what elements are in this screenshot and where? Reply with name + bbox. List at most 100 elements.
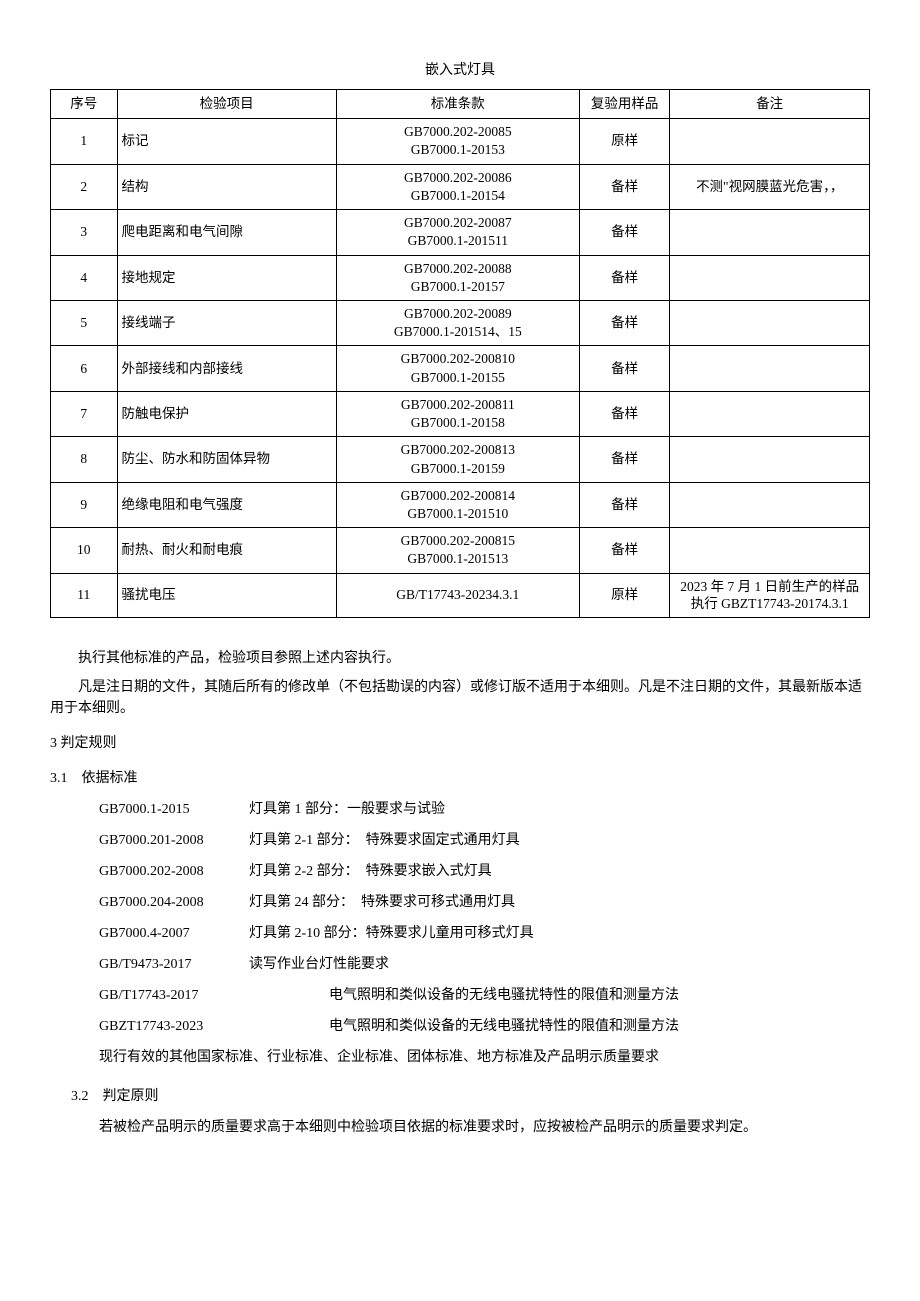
table-cell: 标记: [117, 119, 336, 164]
table-row: 7防触电保护GB7000.202-200811GB7000.1-20158备样: [51, 391, 870, 436]
standard-row: GB7000.201-2008灯具第 2-1 部分： 特殊要求固定式通用灯具: [99, 830, 870, 851]
table-row: 4接地规定GB7000.202-20088GB7000.1-20157备样: [51, 255, 870, 300]
table-cell: GB7000.202-20087GB7000.1-201511: [336, 210, 579, 255]
table-cell: 备样: [579, 482, 670, 527]
table-cell: 8: [51, 437, 118, 482]
table-cell: GB7000.202-20088GB7000.1-20157: [336, 255, 579, 300]
table-row: 8防尘、防水和防固体异物GB7000.202-200813GB7000.1-20…: [51, 437, 870, 482]
standard-row: GB/T9473-2017读写作业台灯性能要求: [99, 954, 870, 975]
table-cell: [670, 437, 870, 482]
table-cell: GB7000.202-200811GB7000.1-20158: [336, 391, 579, 436]
table-cell: [670, 255, 870, 300]
table-row: 11骚扰电压GB/T17743-20234.3.1原样2023 年 7 月 1 …: [51, 573, 870, 617]
table-cell: 备样: [579, 437, 670, 482]
table-cell: 6: [51, 346, 118, 391]
standard-desc: 读写作业台灯性能要求: [249, 954, 870, 975]
section-heading-3-2: 3.2 判定原则: [71, 1086, 870, 1107]
table-cell: GB7000.202-20089GB7000.1-201514、15: [336, 301, 579, 346]
standard-row: GBZT17743-2023电气照明和类似设备的无线电骚扰特性的限值和测量方法: [99, 1016, 870, 1037]
table-cell: GB7000.202-200814GB7000.1-201510: [336, 482, 579, 527]
table-row: 6外部接线和内部接线GB7000.202-200810GB7000.1-2015…: [51, 346, 870, 391]
table-row: 1标记GB7000.202-20085GB7000.1-20153原样: [51, 119, 870, 164]
standard-desc: 灯具第 1 部分：一般要求与试验: [249, 799, 870, 820]
standards-list: GB7000.1-2015灯具第 1 部分：一般要求与试验GB7000.201-…: [99, 799, 870, 1037]
table-row: 9绝缘电阻和电气强度GB7000.202-200814GB7000.1-2015…: [51, 482, 870, 527]
table-cell: 骚扰电压: [117, 573, 336, 617]
table-cell: 备样: [579, 528, 670, 573]
table-cell: GB7000.202-20086GB7000.1-20154: [336, 164, 579, 209]
table-cell: 原样: [579, 119, 670, 164]
table-cell: 接线端子: [117, 301, 336, 346]
table-cell: 7: [51, 391, 118, 436]
section-heading-3-1: 3.1 依据标准: [50, 768, 870, 789]
standard-code: GB7000.201-2008: [99, 830, 249, 851]
table-cell: 4: [51, 255, 118, 300]
table-cell: GB7000.202-20085GB7000.1-20153: [336, 119, 579, 164]
standard-row: GB/T17743-2017电气照明和类似设备的无线电骚扰特性的限值和测量方法: [99, 985, 870, 1006]
standards-footer-line: 现行有效的其他国家标准、行业标准、企业标准、团体标准、地方标准及产品明示质量要求: [99, 1047, 870, 1068]
standard-row: GB7000.1-2015灯具第 1 部分：一般要求与试验: [99, 799, 870, 820]
table-cell: 绝缘电阻和电气强度: [117, 482, 336, 527]
table-cell: [670, 346, 870, 391]
table-cell: GB7000.202-200813GB7000.1-20159: [336, 437, 579, 482]
table-cell: 原样: [579, 573, 670, 617]
table-cell: 2: [51, 164, 118, 209]
standard-row: GB7000.4-2007灯具第 2-10 部分：特殊要求儿童用可移式灯具: [99, 923, 870, 944]
table-cell: [670, 301, 870, 346]
table-cell: 5: [51, 301, 118, 346]
standard-desc: 灯具第 24 部分： 特殊要求可移式通用灯具: [249, 892, 870, 913]
col-header-seq: 序号: [51, 90, 118, 119]
table-cell: 10: [51, 528, 118, 573]
paragraph: 若被检产品明示的质量要求高于本细则中检验项目依据的标准要求时，应按被检产品明示的…: [50, 1117, 870, 1138]
table-title: 嵌入式灯具: [50, 60, 870, 81]
table-row: 2结构GB7000.202-20086GB7000.1-20154备样不测"视网…: [51, 164, 870, 209]
inspection-table: 序号 检验项目 标准条款 复验用样品 备注 1标记GB7000.202-2008…: [50, 89, 870, 618]
table-cell: [670, 119, 870, 164]
standard-code: GBZT17743-2023: [99, 1016, 249, 1037]
table-cell: 接地规定: [117, 255, 336, 300]
table-cell: GB7000.202-200810GB7000.1-20155: [336, 346, 579, 391]
standard-code: GB7000.1-2015: [99, 799, 249, 820]
table-cell: 防触电保护: [117, 391, 336, 436]
standard-row: GB7000.204-2008灯具第 24 部分： 特殊要求可移式通用灯具: [99, 892, 870, 913]
standard-desc: 灯具第 2-10 部分：特殊要求儿童用可移式灯具: [249, 923, 870, 944]
table-cell: [670, 482, 870, 527]
table-cell: 备样: [579, 210, 670, 255]
table-cell: [670, 210, 870, 255]
table-cell: 备样: [579, 391, 670, 436]
paragraph: 凡是注日期的文件，其随后所有的修改单（不包括勘误的内容）或修订版不适用于本细则。…: [50, 677, 870, 719]
standard-code: GB7000.202-2008: [99, 861, 249, 882]
standard-desc: 灯具第 2-1 部分： 特殊要求固定式通用灯具: [249, 830, 870, 851]
standard-desc: 电气照明和类似设备的无线电骚扰特性的限值和测量方法: [249, 985, 870, 1006]
table-row: 5接线端子GB7000.202-20089GB7000.1-201514、15备…: [51, 301, 870, 346]
table-cell: GB/T17743-20234.3.1: [336, 573, 579, 617]
standard-code: GB7000.204-2008: [99, 892, 249, 913]
table-cell: [670, 391, 870, 436]
table-cell: 备样: [579, 301, 670, 346]
table-cell: 9: [51, 482, 118, 527]
table-row: 3爬电距离和电气间隙GB7000.202-20087GB7000.1-20151…: [51, 210, 870, 255]
table-cell: 备样: [579, 164, 670, 209]
table-header-row: 序号 检验项目 标准条款 复验用样品 备注: [51, 90, 870, 119]
table-cell: 2023 年 7 月 1 日前生产的样品执行 GBZT17743-20174.3…: [670, 573, 870, 617]
table-cell: 11: [51, 573, 118, 617]
table-cell: 3: [51, 210, 118, 255]
col-header-note: 备注: [670, 90, 870, 119]
table-row: 10耐热、耐火和耐电痕GB7000.202-200815GB7000.1-201…: [51, 528, 870, 573]
standard-row: GB7000.202-2008灯具第 2-2 部分： 特殊要求嵌入式灯具: [99, 861, 870, 882]
section-heading-3: 3 判定规则: [50, 733, 870, 754]
table-cell: 爬电距离和电气间隙: [117, 210, 336, 255]
table-cell: [670, 528, 870, 573]
table-cell: 耐热、耐火和耐电痕: [117, 528, 336, 573]
col-header-item: 检验项目: [117, 90, 336, 119]
table-cell: GB7000.202-200815GB7000.1-201513: [336, 528, 579, 573]
standard-code: GB/T9473-2017: [99, 954, 249, 975]
table-cell: 防尘、防水和防固体异物: [117, 437, 336, 482]
col-header-std: 标准条款: [336, 90, 579, 119]
table-cell: 结构: [117, 164, 336, 209]
table-cell: 备样: [579, 255, 670, 300]
standard-code: GB7000.4-2007: [99, 923, 249, 944]
standard-code: GB/T17743-2017: [99, 985, 249, 1006]
standard-desc: 电气照明和类似设备的无线电骚扰特性的限值和测量方法: [249, 1016, 870, 1037]
table-cell: 外部接线和内部接线: [117, 346, 336, 391]
